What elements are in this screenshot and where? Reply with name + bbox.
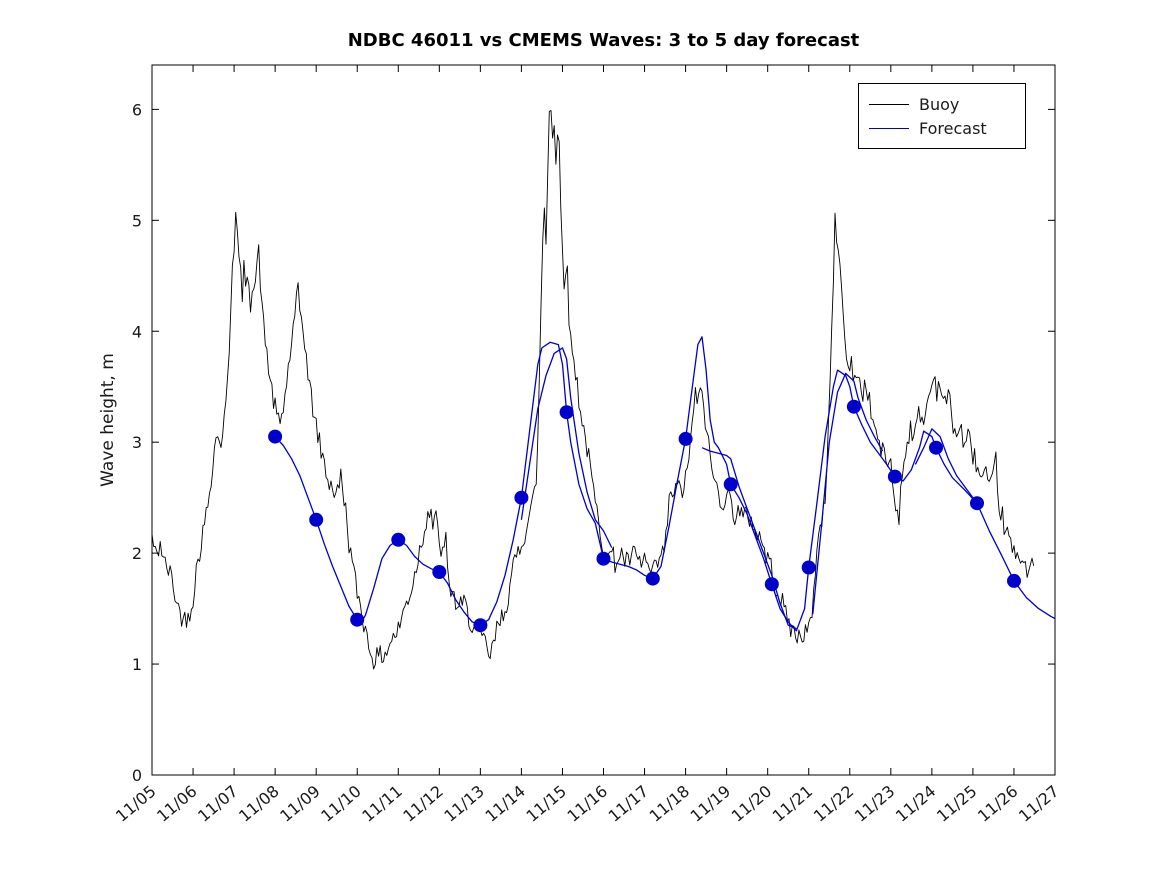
x-tick-label: 11/13 xyxy=(440,782,488,826)
y-tick-label: 4 xyxy=(132,322,142,341)
forecast-marker xyxy=(929,440,943,455)
forecast-marker xyxy=(887,469,902,484)
forecast-marker xyxy=(596,551,611,566)
y-axis-label: Wave height, m xyxy=(98,353,118,487)
forecast-marker xyxy=(846,399,861,414)
x-tick-label: 11/16 xyxy=(564,782,612,826)
forecast-marker xyxy=(350,612,365,627)
legend-label-forecast: Forecast xyxy=(919,118,987,138)
forecast-line xyxy=(914,428,974,499)
forecast-marker xyxy=(432,565,447,579)
x-tick-label: 11/14 xyxy=(481,782,529,826)
forecast-marker xyxy=(559,405,574,420)
legend-entry-forecast: Forecast xyxy=(869,116,1015,140)
x-tick-label: 11/21 xyxy=(769,782,817,826)
x-tick-label: 11/24 xyxy=(892,782,940,826)
x-tick-label: 11/15 xyxy=(522,782,570,826)
y-tick-label: 5 xyxy=(132,211,142,230)
x-tick-label: 11/25 xyxy=(933,782,981,826)
x-tick-label: 11/10 xyxy=(317,782,365,826)
axis-ticks xyxy=(151,65,1056,776)
axes-box xyxy=(151,64,1056,776)
chart-title: NDBC 46011 vs CMEMS Waves: 3 to 5 day fo… xyxy=(347,30,860,51)
forecast-line xyxy=(812,372,884,615)
forecast-marker xyxy=(309,512,324,527)
forecast-line xyxy=(701,447,797,630)
x-tick-label: 11/09 xyxy=(276,782,324,826)
forecast-marker xyxy=(268,429,283,444)
forecast-marker xyxy=(514,490,529,505)
x-tick-label: 11/06 xyxy=(153,782,201,826)
x-tick-label: 11/19 xyxy=(687,782,735,826)
x-tick-label: 11/26 xyxy=(974,782,1022,826)
x-tick-label: 11/17 xyxy=(605,782,653,826)
legend-entry-buoy: Buoy xyxy=(869,92,1015,116)
y-tick-label: 2 xyxy=(132,544,142,563)
forecast-markers xyxy=(268,399,1021,633)
x-tick-label: 11/11 xyxy=(358,782,406,826)
plot-area xyxy=(152,110,1055,670)
x-tick-label: 11/07 xyxy=(194,782,242,826)
forecast-marker xyxy=(473,618,488,633)
forecast-marker xyxy=(970,496,984,511)
forecast-marker xyxy=(678,431,693,446)
axis-tick-labels: 11/0511/0611/0711/0811/0911/1011/1111/12… xyxy=(112,100,1063,825)
x-tick-label: 11/23 xyxy=(851,782,899,826)
forecast-marker xyxy=(764,577,779,592)
forecast-marker xyxy=(391,532,406,547)
legend: Buoy Forecast xyxy=(858,83,1026,149)
x-tick-label: 11/20 xyxy=(728,782,776,826)
forecast-line-sample-icon xyxy=(869,127,909,129)
buoy-line xyxy=(152,110,1035,670)
y-tick-label: 6 xyxy=(132,100,142,119)
forecast-marker xyxy=(723,477,738,492)
y-tick-label: 3 xyxy=(132,433,142,452)
y-tick-label: 1 xyxy=(132,655,142,674)
forecast-line xyxy=(520,347,613,548)
x-tick-label: 11/18 xyxy=(646,782,694,826)
x-tick-label: 11/27 xyxy=(1015,782,1063,826)
forecast-line xyxy=(274,336,1055,632)
x-tick-label: 11/12 xyxy=(399,782,447,826)
x-tick-label: 11/22 xyxy=(810,782,858,826)
x-tick-label: 11/08 xyxy=(235,782,283,826)
legend-label-buoy: Buoy xyxy=(919,94,960,114)
forecast-marker xyxy=(801,560,816,575)
forecast-marker xyxy=(645,571,660,586)
x-tick-label: 11/05 xyxy=(112,782,160,826)
forecast-marker xyxy=(1007,573,1021,588)
y-tick-label: 0 xyxy=(132,766,142,785)
buoy-line-sample-icon xyxy=(869,103,909,105)
